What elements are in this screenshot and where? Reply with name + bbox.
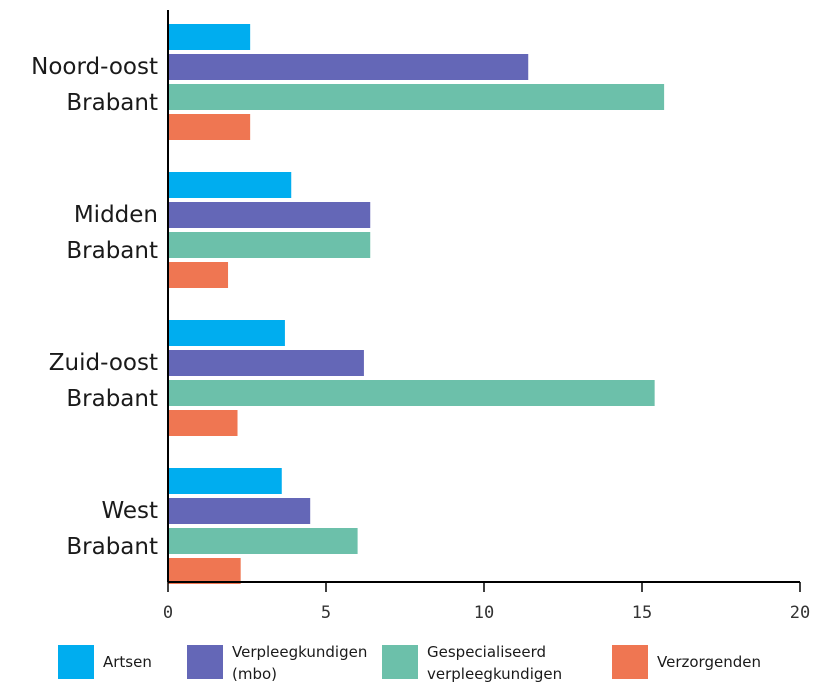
category-label: Midden — [74, 202, 158, 228]
bar — [168, 232, 371, 258]
legend-swatch — [58, 645, 94, 679]
legend-label: verpleegkundigen — [427, 665, 562, 683]
x-tick-label: 5 — [321, 603, 331, 623]
legend-swatch — [382, 645, 418, 679]
bar — [168, 528, 358, 554]
bar — [168, 84, 665, 110]
bar — [168, 380, 655, 406]
bar — [168, 468, 282, 494]
category-label: Noord-oost — [31, 54, 158, 80]
x-tick-label: 15 — [632, 603, 652, 623]
bar — [168, 558, 241, 584]
x-axis-ticks: 0 5 10 15 20 — [163, 582, 810, 623]
legend: Artsen Verpleegkundigen (mbo) Gespecialisee… — [58, 643, 761, 683]
x-tick-label: 10 — [474, 603, 494, 623]
x-tick-label: 20 — [790, 603, 810, 623]
bar — [168, 114, 251, 140]
legend-label: Verzorgenden — [657, 653, 761, 671]
category-label: Brabant — [66, 386, 158, 412]
legend-swatch — [187, 645, 223, 679]
bar — [168, 410, 238, 436]
legend-label: Gespecialiseerd — [427, 643, 546, 661]
legend-swatch — [612, 645, 648, 679]
bar — [168, 172, 292, 198]
category-label: West — [101, 498, 158, 524]
bar — [168, 320, 285, 346]
x-tick-label: 0 — [163, 603, 173, 623]
legend-label: Artsen — [103, 653, 152, 671]
legend-label: Verpleegkundigen — [232, 643, 367, 661]
category-label: Brabant — [66, 90, 158, 116]
legend-label: (mbo) — [232, 665, 277, 683]
bars-group — [168, 24, 665, 584]
bar — [168, 202, 371, 228]
bar — [168, 262, 229, 288]
bar — [168, 498, 311, 524]
bar — [168, 24, 251, 50]
category-labels: Noord-oost Brabant Midden Brabant Zuid-oost B… — [31, 54, 158, 560]
category-label: Brabant — [66, 534, 158, 560]
category-label: Brabant — [66, 238, 158, 264]
bar — [168, 350, 364, 376]
category-label: Zuid-oost — [49, 350, 158, 376]
bar — [168, 54, 529, 80]
